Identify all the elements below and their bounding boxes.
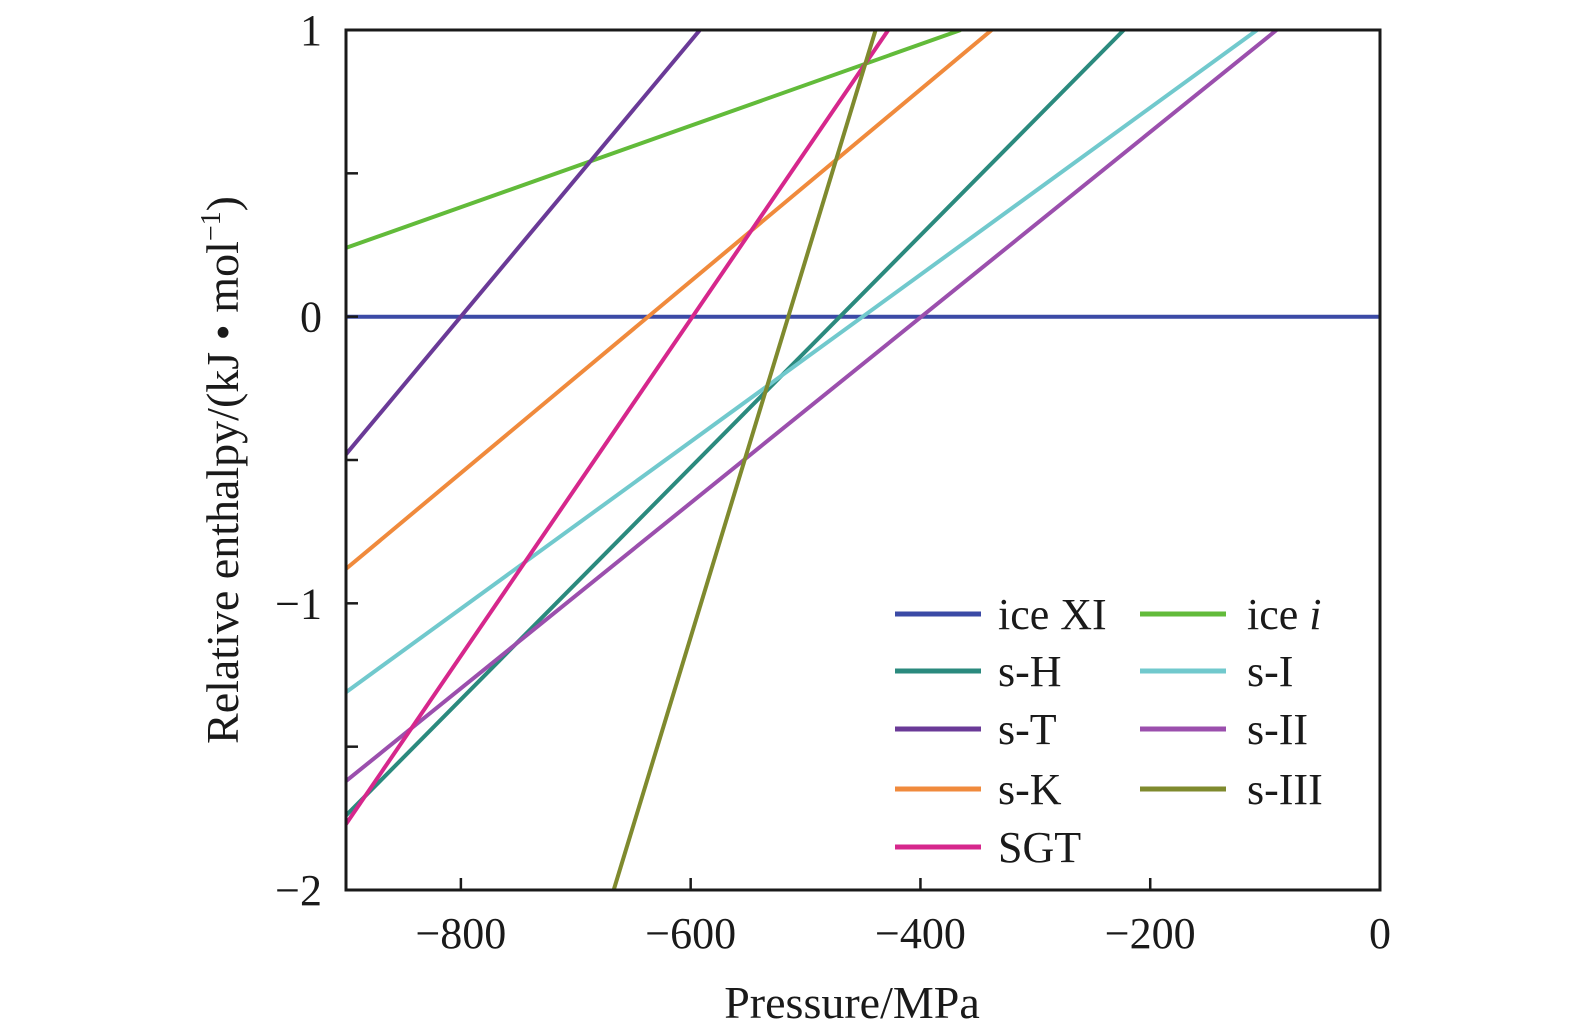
series-line-s-h — [346, 30, 1126, 817]
x-axis-title: Pressure/MPa — [724, 977, 980, 1028]
series-line-s-k — [346, 30, 993, 571]
y-tick-label: −2 — [275, 866, 322, 915]
series-line-s-i — [346, 30, 1259, 694]
legend-label-ice-i: ice i — [1247, 590, 1322, 639]
x-tick-label: 0 — [1369, 909, 1391, 958]
legend-label-s-i: s-I — [1247, 647, 1293, 696]
x-tick-label: −400 — [875, 909, 966, 958]
legend-label-ice-xi: ice XI — [998, 590, 1107, 639]
y-tick-label: 0 — [300, 293, 322, 342]
x-tick-label: −600 — [645, 909, 736, 958]
series-line-s-ii — [346, 30, 1278, 783]
legend-label-sgt: SGT — [998, 823, 1081, 872]
x-tick-label: −200 — [1105, 909, 1196, 958]
legend-label-s-h: s-H — [998, 647, 1062, 696]
legend-label-s-k: s-K — [998, 765, 1062, 814]
y-axis-title: Relative enthalpy/(kJ • mol−1) — [196, 196, 248, 744]
series-line-sgt — [346, 30, 890, 826]
x-axis: −800 −600 −400 −200 0 — [415, 878, 1391, 958]
y-tick-label: −1 — [275, 579, 322, 628]
y-axis-title-main: Relative enthalpy/(kJ • mol — [197, 241, 248, 744]
x-tick-label: −800 — [415, 909, 506, 958]
legend-label-s-iii: s-III — [1247, 765, 1323, 814]
series-lines — [346, 30, 1380, 890]
legend: ice XI s-H s-T s-K SGT ice i s-I s-II s-III — [895, 590, 1323, 872]
y-axis-title-superscript: −1 — [196, 211, 227, 241]
plot-frame — [344, 28, 1382, 892]
series-line-s-t — [346, 30, 702, 456]
legend-label-s-ii: s-II — [1247, 705, 1308, 754]
legend-label-s-t: s-T — [998, 705, 1057, 754]
series-line-s-iii — [611, 30, 878, 890]
y-axis: −2 −1 0 1 — [275, 6, 358, 915]
y-tick-label: 1 — [300, 6, 322, 55]
y-axis-title-close: ) — [197, 196, 248, 211]
series-line-ice-i — [346, 30, 962, 250]
